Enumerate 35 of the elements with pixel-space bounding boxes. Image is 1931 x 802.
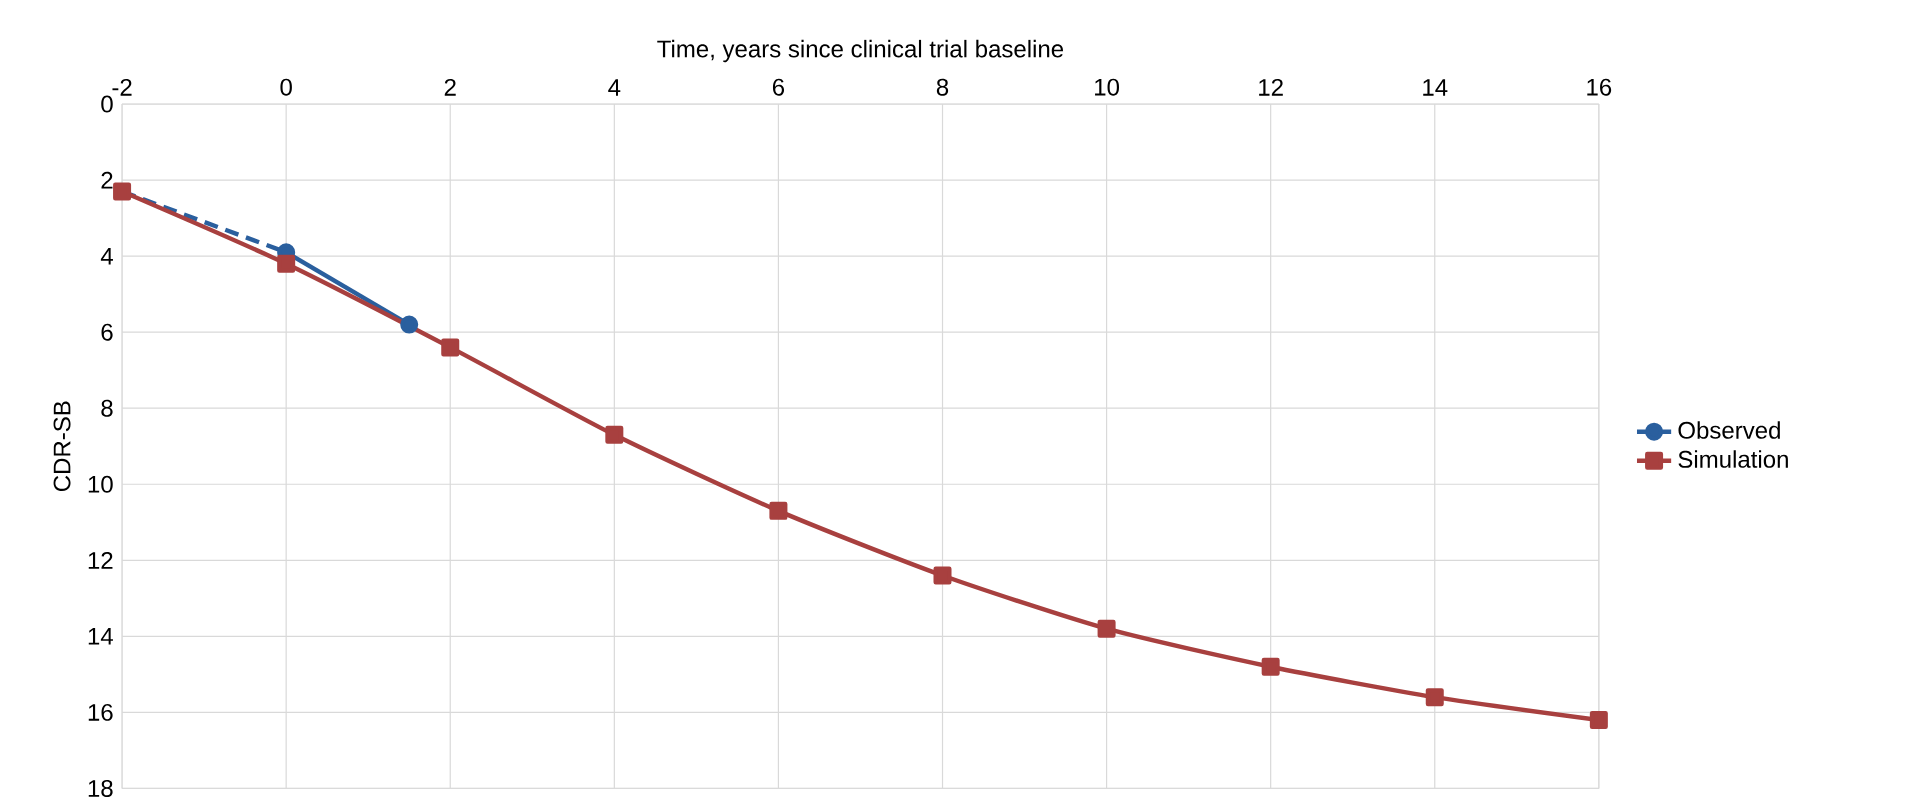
x-tick-label: 4 [608, 78, 621, 96]
point [1425, 687, 1444, 706]
legend-label: Simulation [1678, 450, 1788, 468]
y-tick-label: 8 [101, 399, 113, 417]
x-tick-label: 8 [936, 78, 949, 96]
y-tick-label: 16 [88, 703, 113, 721]
y-tick-label: 0 [101, 95, 113, 113]
x-tick-label: -2 [112, 78, 132, 96]
y-tick-label: 6 [101, 323, 113, 341]
x-tick-label: 12 [1259, 78, 1283, 96]
x-tick-label: 10 [1095, 78, 1120, 96]
y-tick-label: 12 [88, 551, 113, 569]
y-axis-title: CDR-SB [53, 401, 71, 491]
point [769, 501, 788, 520]
point [1261, 657, 1280, 676]
x-tick-label: 6 [772, 78, 785, 96]
point [1097, 619, 1116, 638]
point [1589, 710, 1608, 729]
x-axis-title: Time, years since clinical trial baseline [657, 39, 1064, 63]
x-tick-label: 16 [1587, 78, 1612, 96]
x-tick-label: 0 [280, 78, 292, 96]
x-tick-label: 2 [444, 78, 456, 96]
legend-label: Observed [1678, 421, 1780, 439]
y-tick-label: 2 [101, 171, 113, 189]
y-tick-label: 18 [88, 779, 113, 797]
y-tick-label: 14 [88, 627, 113, 645]
point [400, 315, 419, 334]
y-tick-label: 4 [100, 247, 113, 265]
point [605, 425, 624, 444]
x-tick-label: 14 [1423, 78, 1448, 96]
y-tick-label: 10 [88, 475, 113, 493]
point [277, 254, 296, 273]
point [113, 182, 132, 201]
point [441, 338, 460, 357]
point [933, 566, 952, 585]
